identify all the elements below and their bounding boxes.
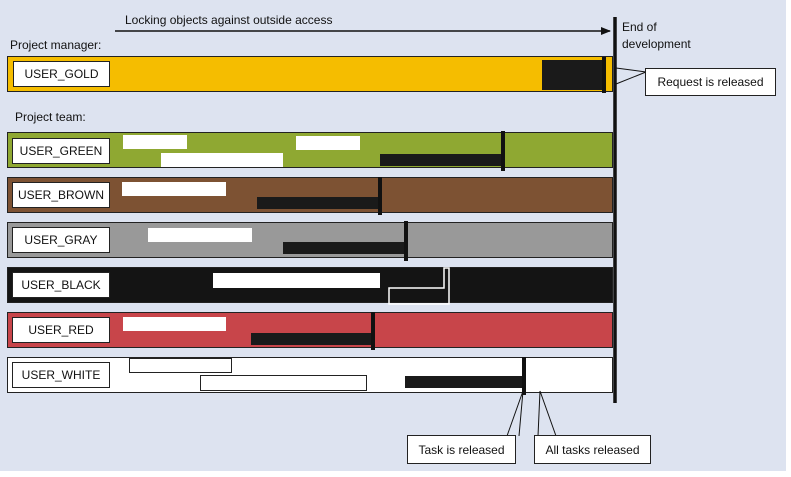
user-black-label: USER_BLACK	[12, 272, 110, 298]
user-green-lock-block	[380, 154, 504, 166]
user-green-label: USER_GREEN	[12, 138, 110, 164]
user-white-object-2	[200, 375, 367, 391]
user-red-lock-block	[251, 333, 374, 345]
user-brown-task-release-marker	[378, 177, 382, 215]
project-team-label: Project team:	[15, 110, 86, 124]
user-gray-label: USER_GRAY	[12, 227, 110, 253]
user-red-task-release-marker	[371, 312, 375, 350]
user-brown-object-1	[122, 182, 226, 196]
user-red-object-1	[123, 317, 226, 331]
user-gold-lock-block	[542, 60, 606, 90]
user-green-task-release-marker	[501, 131, 505, 171]
user-white-object-1	[129, 358, 232, 373]
task-released-callout: Task is released	[407, 435, 516, 464]
end-of-development-label-line2: development	[622, 37, 691, 51]
end-of-development-label-line1: End of	[622, 20, 657, 34]
request-released-callout: Request is released	[645, 68, 776, 96]
user-white-label: USER_WHITE	[12, 362, 110, 388]
user-black-object-1	[213, 273, 380, 288]
user-gray-lock-block	[283, 242, 407, 254]
project-manager-label: Project manager:	[10, 38, 102, 52]
user-green-object-3	[296, 136, 360, 150]
user-gray-task-release-marker	[404, 221, 408, 261]
user-green-object-2	[161, 153, 283, 167]
user-green-object-1	[123, 135, 187, 149]
user-red-label: USER_RED	[12, 317, 110, 343]
user-white-task-release-marker	[522, 357, 526, 395]
request-released-pointer	[615, 67, 648, 85]
user-brown-lock-block	[257, 197, 381, 209]
user-gold-label: USER_GOLD	[13, 61, 110, 87]
user-gray-object-1	[148, 228, 252, 242]
lock-arrow-label: Locking objects against outside access	[125, 13, 333, 27]
all-tasks-released-callout: All tasks released	[534, 435, 651, 464]
task-released-pointer	[506, 390, 524, 437]
user-white-lock-block	[405, 376, 524, 388]
user-gold-request-release-marker	[602, 57, 606, 93]
all-tasks-released-pointer	[537, 390, 557, 437]
user-brown-label: USER_BROWN	[12, 182, 110, 208]
